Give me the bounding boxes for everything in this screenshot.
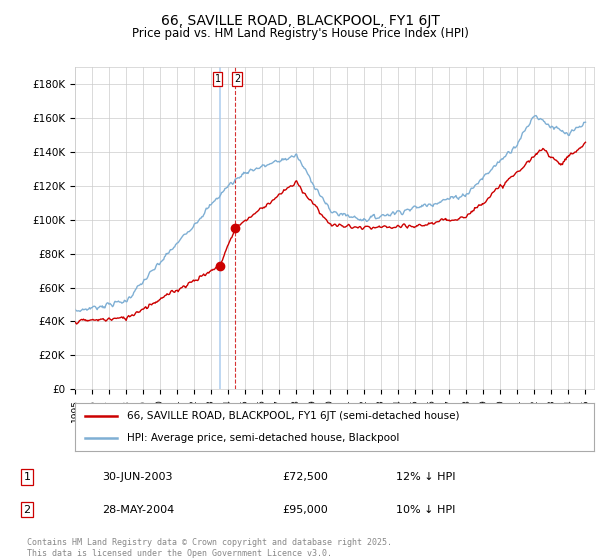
Text: 1: 1 [215, 74, 221, 84]
Text: 66, SAVILLE ROAD, BLACKPOOL, FY1 6JT: 66, SAVILLE ROAD, BLACKPOOL, FY1 6JT [161, 14, 439, 28]
Text: 66, SAVILLE ROAD, BLACKPOOL, FY1 6JT (semi-detached house): 66, SAVILLE ROAD, BLACKPOOL, FY1 6JT (se… [127, 411, 460, 421]
Text: 28-MAY-2004: 28-MAY-2004 [102, 505, 174, 515]
Text: 2: 2 [234, 74, 240, 84]
Text: 1: 1 [23, 472, 31, 482]
Text: Contains HM Land Registry data © Crown copyright and database right 2025.: Contains HM Land Registry data © Crown c… [27, 538, 392, 547]
Text: HPI: Average price, semi-detached house, Blackpool: HPI: Average price, semi-detached house,… [127, 433, 399, 443]
Text: This data is licensed under the Open Government Licence v3.0.: This data is licensed under the Open Gov… [27, 549, 332, 558]
Text: 30-JUN-2003: 30-JUN-2003 [102, 472, 173, 482]
Text: £95,000: £95,000 [282, 505, 328, 515]
Text: 10% ↓ HPI: 10% ↓ HPI [396, 505, 455, 515]
Text: 2: 2 [23, 505, 31, 515]
Text: 12% ↓ HPI: 12% ↓ HPI [396, 472, 455, 482]
Text: Price paid vs. HM Land Registry's House Price Index (HPI): Price paid vs. HM Land Registry's House … [131, 27, 469, 40]
Text: £72,500: £72,500 [282, 472, 328, 482]
